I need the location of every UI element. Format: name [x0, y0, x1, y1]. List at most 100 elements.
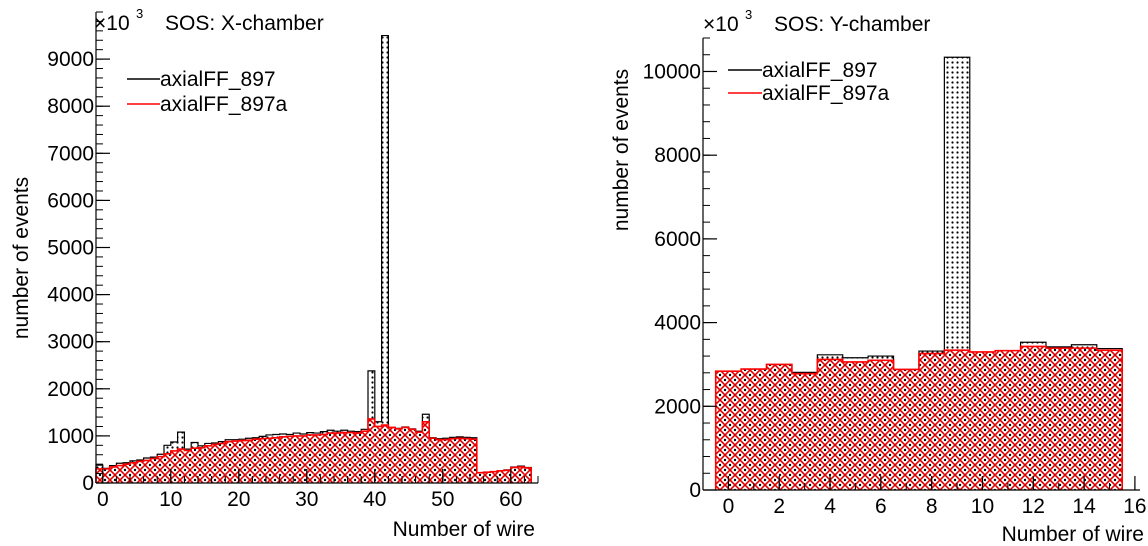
- y-tick-label: 1000: [47, 425, 94, 448]
- bar: [204, 445, 212, 483]
- x-chamber-panel: ×10 3 SOS: X-chamber number of events Nu…: [10, 6, 539, 541]
- y-tick-label: 9000: [47, 48, 94, 71]
- bar: [272, 437, 280, 483]
- bar: [436, 439, 443, 483]
- y-tick-label: 8000: [47, 95, 94, 118]
- y-tick-label: 0: [82, 472, 94, 495]
- bar: [211, 444, 219, 483]
- bar: [429, 438, 436, 483]
- bar: [293, 435, 300, 483]
- bar: [415, 432, 423, 483]
- bar: [497, 470, 504, 483]
- y-tick-label: 0: [689, 479, 701, 502]
- bar: [252, 439, 260, 483]
- bar: [402, 427, 409, 483]
- x-tick-label: 12: [1022, 495, 1045, 518]
- y-tick-label: 4000: [47, 284, 94, 307]
- bar: [842, 361, 869, 490]
- y-chamber-axes: 0 2000 4000 6000 8000 10000 0 2 4 6 8 10 12 14 16: [643, 37, 1147, 518]
- bar: [490, 471, 498, 483]
- legend-entry-axialFF_897: axialFF_897: [762, 59, 878, 82]
- bar: [130, 462, 137, 483]
- y-chamber-header: ×10 3 SOS: Y-chamber: [703, 7, 930, 36]
- bar: [334, 433, 341, 483]
- y-chamber-legend: axialFF_897 axialFF_897a: [728, 59, 890, 105]
- bar: [517, 466, 525, 483]
- bar: [136, 461, 144, 483]
- bar: [327, 433, 334, 483]
- bar: [893, 369, 919, 490]
- y-tick-label: 6000: [654, 228, 701, 251]
- series-outline: [95, 418, 532, 483]
- x-chamber-series-axialFF_897a: [95, 418, 532, 483]
- bar: [918, 353, 945, 490]
- bar: [463, 438, 470, 483]
- bar: [524, 467, 532, 483]
- bar: [116, 465, 124, 483]
- x-tick-label: 8: [926, 495, 938, 518]
- bar: [279, 436, 287, 483]
- y-tick-label: 7000: [47, 142, 94, 165]
- y-tick-label: 2000: [47, 378, 94, 401]
- bar: [1071, 348, 1097, 490]
- x-tick-label: 2: [773, 495, 785, 518]
- bar: [361, 431, 368, 483]
- x-tick-label: 0: [97, 488, 109, 511]
- bar: [238, 440, 246, 483]
- legend-entry-axialFF_897a: axialFF_897a: [762, 82, 890, 105]
- x-chamber-exponent: ×10: [94, 12, 130, 35]
- x-tick-label: 10: [971, 495, 994, 518]
- y-chamber-panel: ×10 3 SOS: Y-chamber number of events Nu…: [610, 7, 1147, 546]
- bar: [245, 440, 253, 483]
- x-tick-label: 16: [1123, 495, 1146, 518]
- x-tick-label: 20: [227, 488, 250, 511]
- bar: [766, 364, 792, 490]
- bar: [395, 428, 402, 483]
- x-chamber-header: ×10 3 SOS: X-chamber: [94, 6, 324, 35]
- bar: [218, 443, 226, 483]
- bar: [868, 360, 894, 490]
- bar: [483, 472, 491, 483]
- bar: [313, 434, 321, 483]
- bar: [470, 439, 477, 483]
- bar: [741, 369, 767, 490]
- legend-entry-axialFF_897a: axialFF_897a: [160, 93, 288, 116]
- bar: [1096, 350, 1123, 490]
- bar: [456, 438, 464, 483]
- x-tick-label: 6: [875, 495, 887, 518]
- bar: [944, 350, 970, 490]
- bar: [408, 429, 416, 483]
- bar: [1045, 348, 1072, 490]
- bar: [791, 373, 818, 490]
- bar: [817, 359, 843, 490]
- x-chamber-title: SOS: X-chamber: [165, 12, 324, 35]
- bar: [422, 421, 430, 483]
- x-tick-label: 60: [499, 488, 522, 511]
- legend-entry-axialFF_897: axialFF_897: [160, 68, 276, 91]
- bar: [150, 458, 158, 483]
- bar: [266, 438, 273, 483]
- y-tick-label: 6000: [47, 189, 94, 212]
- x-tick-label: 30: [295, 488, 318, 511]
- bar: [157, 456, 164, 483]
- x-chamber-x-axis-label: Number of wire: [393, 518, 535, 541]
- bar: [969, 351, 996, 490]
- x-tick-label: 40: [363, 488, 386, 511]
- bar: [191, 448, 198, 483]
- bar: [143, 460, 151, 483]
- bar: [102, 468, 110, 483]
- bar: [184, 450, 192, 483]
- x-tick-label: 4: [824, 495, 836, 518]
- bar: [232, 441, 239, 483]
- y-chamber-exponent-power: 3: [745, 7, 752, 22]
- x-chamber-y-axis-label: number of events: [10, 177, 33, 339]
- bar: [198, 447, 205, 483]
- bar: [381, 425, 389, 483]
- bar: [306, 434, 314, 483]
- y-tick-label: 2000: [654, 395, 701, 418]
- bar: [1020, 346, 1046, 490]
- bar: [381, 35, 389, 484]
- bar: [96, 468, 103, 483]
- series-outline: [95, 34, 532, 483]
- y-chamber-series-axialFF_897a: [714, 345, 1124, 490]
